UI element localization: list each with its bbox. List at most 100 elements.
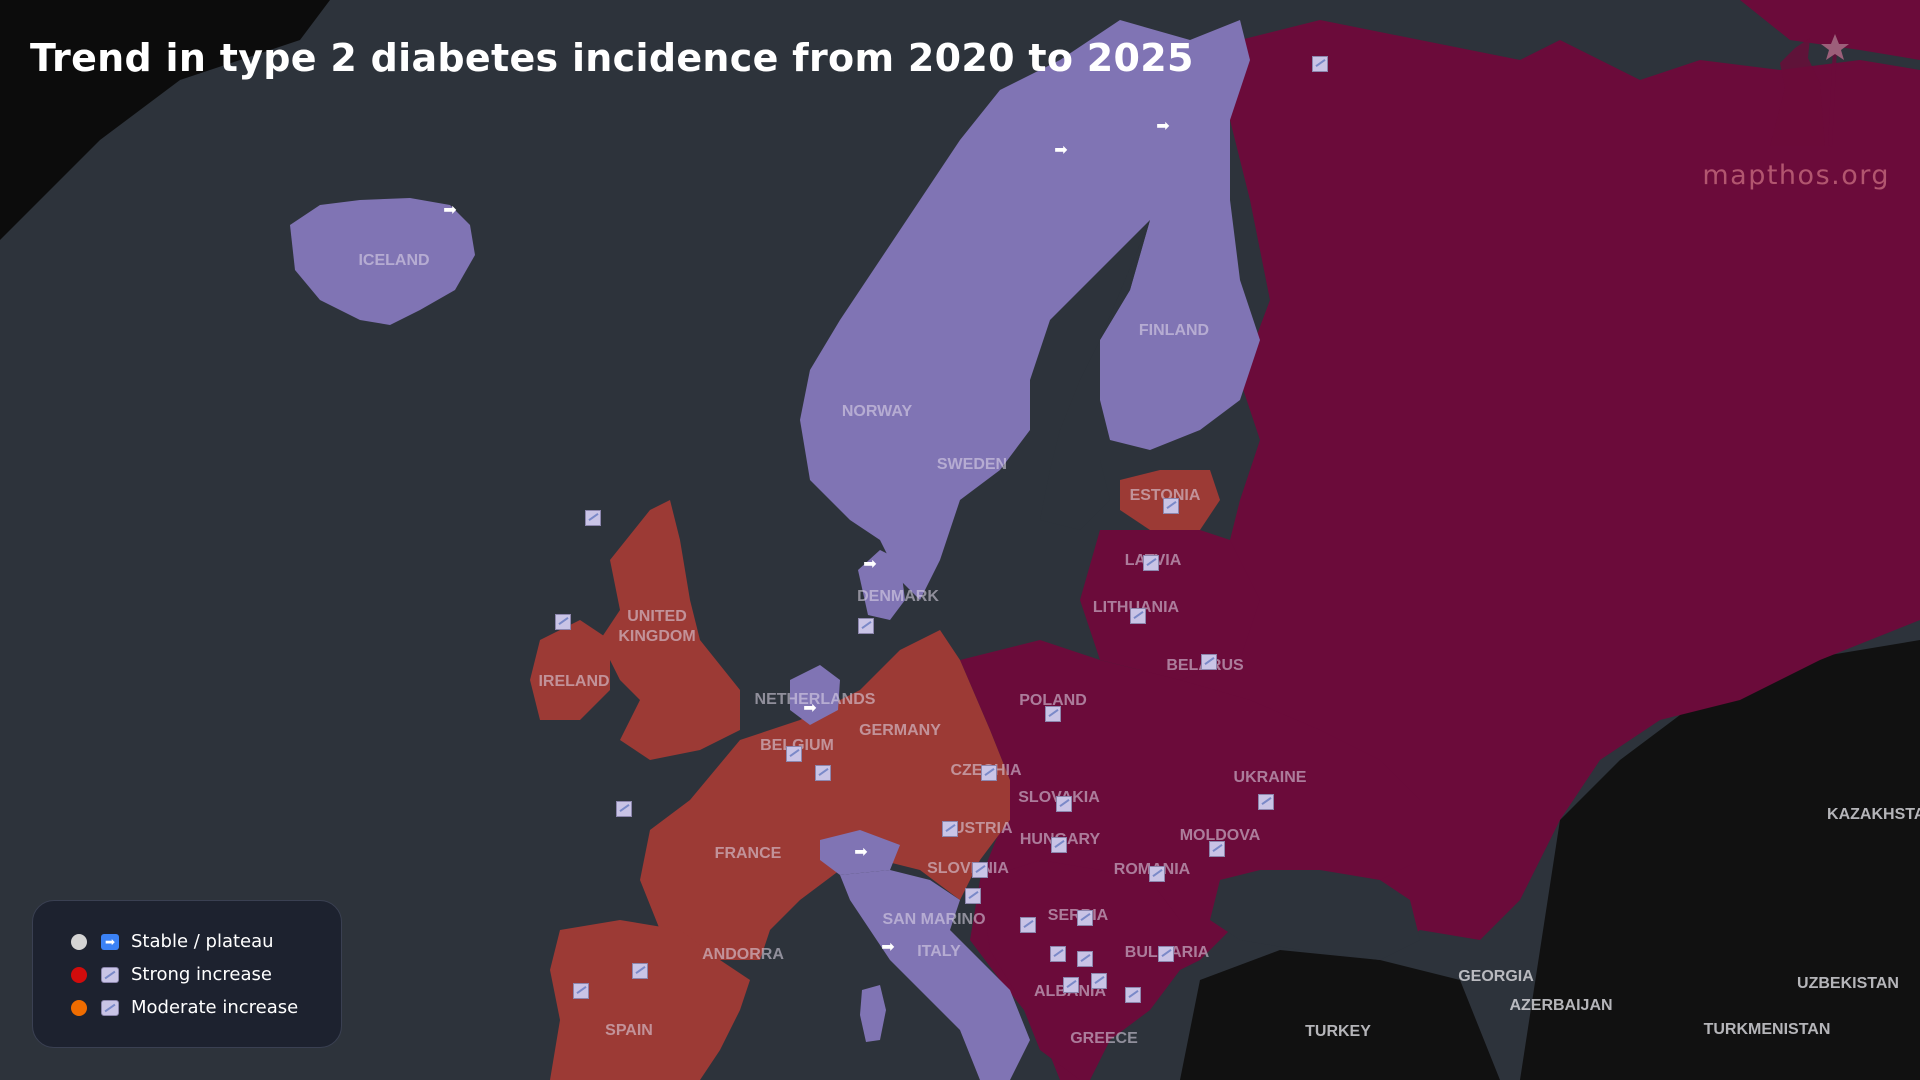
- country-label-turkey: TURKEY: [1305, 1023, 1371, 1040]
- turkey-landmass: [1180, 950, 1500, 1080]
- trend-chart-icon: [555, 614, 571, 630]
- trend-chart-icon: [1125, 987, 1141, 1003]
- wizard-logo: [1770, 34, 1849, 147]
- switzerland-region: [820, 830, 900, 875]
- baltics-east-region: [1080, 530, 1260, 680]
- country-label-moldova: MOLDOVA: [1179, 827, 1261, 844]
- iberia-region: [550, 920, 750, 1080]
- western-europe-region: [640, 630, 1010, 960]
- ireland-region: [530, 620, 610, 720]
- country-label-turkmenistan: TURKMENISTAN: [1703, 1021, 1831, 1038]
- brand-name: mapthos.org: [1702, 160, 1890, 191]
- legend-dot-moderate: [71, 999, 87, 1016]
- country-label-norway: NORWAY: [841, 403, 913, 420]
- country-label-finland: FINLAND: [1138, 322, 1210, 339]
- country-label-andorra: ANDORRA: [702, 946, 784, 963]
- iceland-region: [290, 198, 475, 325]
- trend-chart-icon: [1077, 951, 1093, 967]
- country-label-georgia: GEORGIA: [1458, 968, 1534, 985]
- trend-chart-icon: [1051, 837, 1067, 853]
- stable-arrow-icon: ➡: [854, 842, 868, 861]
- legend-item-stable: ➡ Stable / plateau: [71, 925, 341, 958]
- trend-chart-icon: [1158, 946, 1174, 962]
- trend-chart-icon: [942, 821, 958, 837]
- asia-landmass: [1520, 640, 1920, 1080]
- stable-arrow-icon: ➡: [1054, 140, 1068, 159]
- country-label-united-kingdom: UNITED KINGDOM: [618, 608, 696, 645]
- country-label-spain: SPAIN: [605, 1022, 653, 1039]
- country-label-ireland: IRELAND: [538, 673, 610, 690]
- trend-chart-icon: [1143, 555, 1159, 571]
- country-label-sweden: SWEDEN: [936, 456, 1008, 473]
- sardinia-region: [860, 985, 886, 1042]
- stable-arrow-icon: ➡: [881, 937, 895, 956]
- legend-label-moderate: Moderate increase: [131, 997, 299, 1018]
- trend-chart-icon: [786, 746, 802, 762]
- trend-chart-icon: [858, 618, 874, 634]
- map-legend: ➡ Stable / plateau Strong increase Moder…: [32, 900, 342, 1048]
- map-title: Trend in type 2 diabetes incidence from …: [30, 36, 1194, 80]
- greenland-landmass: [0, 0, 330, 240]
- country-label-austria: AUSTRIA: [941, 820, 1013, 837]
- trend-chart-icon: [1020, 917, 1036, 933]
- legend-label-stable: Stable / plateau: [131, 931, 274, 952]
- legend-item-moderate: Moderate increase: [71, 991, 341, 1024]
- black-sea: [1210, 870, 1420, 960]
- denmark-region: [858, 550, 905, 620]
- country-label-slovenia: SLOVENIA: [927, 860, 1009, 877]
- country-label-ukraine: UKRAINE: [1233, 769, 1307, 786]
- country-label-germany: GERMANY: [859, 722, 941, 739]
- baltic-sea: [1040, 220, 1150, 530]
- trend-chart-icon: [965, 888, 981, 904]
- trend-chart-icon: [1063, 977, 1079, 993]
- trend-chart-icon: [1149, 866, 1165, 882]
- arctic-landmass: [1740, 0, 1920, 60]
- trend-chart-icon: [585, 510, 601, 526]
- stable-arrow-icon: ➡: [443, 200, 457, 219]
- trend-chart-icon: [616, 801, 632, 817]
- trend-chart-icon: [972, 862, 988, 878]
- trend-chart-icon: [1050, 946, 1066, 962]
- trend-chart-icon: [1045, 706, 1061, 722]
- trend-chart-icon: [101, 966, 119, 983]
- country-label-kazakhstan: KAZAKHSTAN: [1827, 806, 1920, 823]
- uk-region: [600, 500, 740, 760]
- legend-item-strong: Strong increase: [71, 958, 341, 991]
- country-label-italy: ITALY: [917, 943, 961, 960]
- balkans-region: [980, 860, 1180, 1080]
- stable-arrow-icon: ➡: [1156, 116, 1170, 135]
- trend-chart-icon: [573, 983, 589, 999]
- trend-chart-icon: [1209, 841, 1225, 857]
- arrow-right-icon: ➡: [101, 933, 119, 950]
- country-label-san-marino: SAN MARINO: [882, 911, 986, 928]
- trend-chart-icon: [1312, 56, 1328, 72]
- country-label-denmark: DENMARK: [857, 588, 939, 605]
- trend-chart-icon: [101, 999, 119, 1016]
- scandinavia-region: [800, 20, 1260, 600]
- netherlands-region: [790, 665, 840, 725]
- country-label-netherlands: NETHERLANDS: [754, 691, 876, 708]
- country-label-azerbaijan: AZERBAIJAN: [1509, 997, 1613, 1014]
- country-label-greece: GREECE: [1070, 1030, 1138, 1047]
- trend-chart-icon: [1091, 973, 1107, 989]
- country-label-estonia: ESTONIA: [1129, 487, 1201, 504]
- trend-chart-icon: [1077, 910, 1093, 926]
- legend-dot-strong: [71, 966, 87, 983]
- trend-chart-icon: [1056, 796, 1072, 812]
- trend-chart-icon: [1258, 794, 1274, 810]
- trend-chart-icon: [981, 765, 997, 781]
- italy-region: [840, 870, 1030, 1080]
- country-label-poland: POLAND: [1019, 692, 1087, 709]
- trend-chart-icon: [632, 963, 648, 979]
- legend-dot-stable: [71, 933, 87, 950]
- trend-chart-icon: [1130, 608, 1146, 624]
- country-label-uzbekistan: UZBEKISTAN: [1797, 975, 1899, 992]
- trend-chart-icon: [1201, 654, 1217, 670]
- trend-chart-icon: [1163, 498, 1179, 514]
- trend-chart-icon: [815, 765, 831, 781]
- stable-arrow-icon: ➡: [863, 554, 877, 573]
- country-label-france: FRANCE: [714, 845, 782, 862]
- legend-label-strong: Strong increase: [131, 964, 272, 985]
